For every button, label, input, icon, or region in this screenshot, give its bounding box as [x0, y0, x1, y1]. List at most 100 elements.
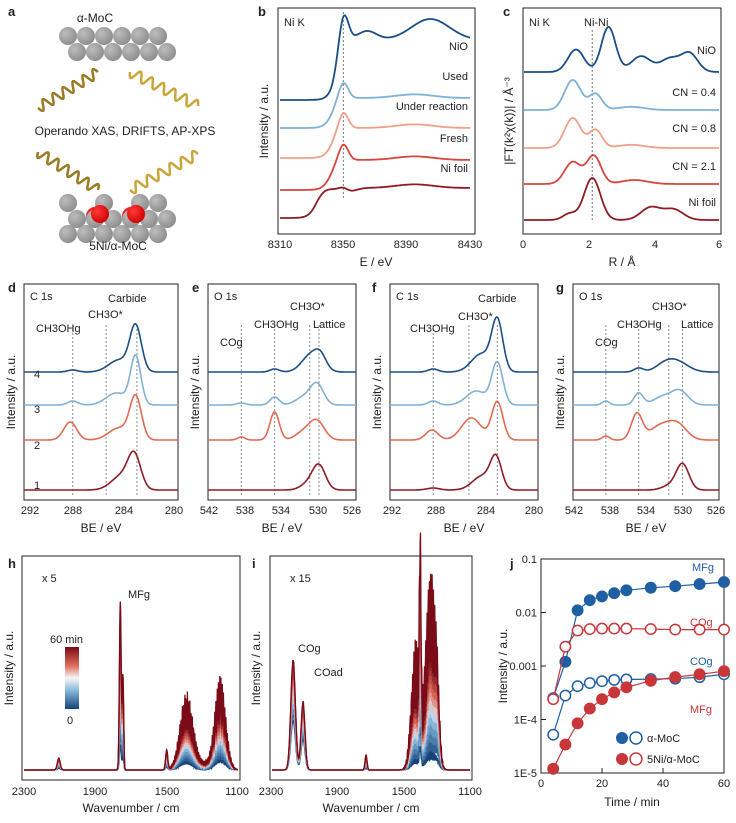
data-point — [596, 675, 608, 688]
x-tick: 1500 — [392, 786, 416, 798]
series-labels: NiO Used Under reaction Fresh Ni foil — [396, 41, 469, 175]
x-tick: 1100 — [458, 786, 482, 798]
data-point — [596, 622, 608, 635]
legend-marker-filled — [616, 732, 628, 744]
spectrum-line — [24, 666, 239, 771]
x-tick: 534 — [637, 505, 655, 517]
y-tick-label: 1E-5 — [514, 768, 537, 780]
series-label: MFg — [690, 704, 712, 716]
x-axis-label: BE / eV — [262, 521, 303, 535]
x-tick: 292 — [383, 505, 401, 517]
data-point — [669, 623, 682, 636]
spectrum-line — [24, 353, 178, 406]
x-tick: 526 — [343, 505, 361, 517]
legend-label: α-MoC — [647, 733, 680, 745]
ir-spectra — [272, 532, 470, 771]
x-ticks: 0 20 40 60 — [538, 768, 730, 790]
y-axis-label: Intensity / a.u. — [2, 631, 16, 706]
spectrum-line — [208, 381, 356, 406]
data-point — [571, 604, 584, 617]
x-tick: 8430 — [458, 239, 482, 251]
spectra — [280, 12, 471, 219]
kinetic-series — [547, 576, 730, 775]
data-point — [608, 587, 621, 600]
spectrum-line — [573, 388, 719, 406]
panel-i: i x 15 COg COad 2300 1900 1500 1100 Wave… — [249, 532, 482, 815]
core-level-label: C 1s — [30, 291, 53, 303]
spectrum-line — [24, 653, 238, 771]
x-axis-label: BE / eV — [626, 521, 667, 535]
data-point — [693, 623, 706, 636]
plot-frame — [389, 283, 539, 501]
wave-out-bottom — [129, 149, 199, 195]
x-tick: 1500 — [155, 786, 179, 798]
spectrum-line — [208, 411, 356, 441]
colorbar-top-label: 60 min — [50, 634, 83, 646]
x-ticks: 292 288 284 280 — [21, 505, 183, 517]
peak-label: CH3O* — [88, 309, 124, 321]
spectra — [524, 25, 719, 221]
peak-label: COg — [595, 337, 618, 349]
x-tick: 542 — [565, 505, 583, 517]
plot-frame — [207, 283, 357, 501]
atom — [95, 225, 113, 243]
data-point — [559, 689, 572, 702]
x-tick-label: 60 — [718, 778, 730, 790]
panel-letter: c — [503, 4, 510, 19]
trace-label: 2 — [34, 440, 40, 452]
x-axis-label: Wavenumber / cm — [323, 801, 420, 815]
spectra — [573, 325, 719, 496]
x-ticks: 2300 1900 1500 1100 — [259, 786, 482, 798]
x-tick-label: 0 — [538, 778, 544, 790]
x-tick: 6 — [716, 239, 722, 251]
y-tick-label: 0.001 — [509, 661, 537, 673]
y-axis-label: |FT(k²χ(k))| / Å⁻³ — [501, 77, 516, 165]
data-point — [608, 686, 621, 699]
scale-label: x 5 — [42, 573, 57, 585]
spectrum-line — [272, 532, 470, 771]
x-axis-label: BE / eV — [81, 521, 122, 535]
atom — [113, 225, 131, 243]
spectrum-line — [24, 679, 238, 771]
peak-labels: COg CH3OHg CH3O* Lattice — [595, 301, 713, 349]
time-colorbar — [65, 647, 79, 709]
ni-atom — [127, 205, 145, 223]
x-tick: 1100 — [225, 786, 249, 798]
data-point — [547, 693, 560, 706]
panel-f: f C 1s CH3OHg CH3O* Carbide 292 288 284 … — [370, 280, 543, 535]
spectrum-line — [573, 462, 719, 491]
series-label: CN = 2.1 — [672, 161, 716, 173]
atom — [149, 225, 167, 243]
x-ticks: 542 538 534 530 526 — [200, 505, 361, 517]
data-point — [669, 580, 682, 593]
panel-letter: f — [372, 280, 377, 295]
data-point — [571, 717, 584, 730]
x-tick: 1900 — [83, 786, 107, 798]
spectrum-line — [24, 450, 178, 491]
peak-labels: COg CH3OHg CH3O* Lattice — [220, 301, 345, 349]
data-point — [559, 640, 572, 653]
spectra — [24, 323, 178, 496]
x-ticks: 542 538 534 530 526 — [565, 505, 725, 517]
legend-label: 5Ni/α-MoC — [647, 754, 700, 766]
data-point — [620, 584, 633, 597]
y-axis-label: Intensity / a.u. — [257, 84, 271, 159]
edge-label: Ni K — [529, 17, 550, 29]
spectrum-line — [524, 117, 719, 149]
x-axis-label: Time / min — [604, 795, 660, 809]
plot-frame — [21, 555, 241, 781]
data-point — [693, 668, 706, 681]
series-label: MFg — [692, 562, 714, 574]
series-label: COg — [690, 617, 713, 629]
atom — [86, 43, 104, 61]
plot-frame — [269, 555, 473, 781]
y-tick-label: 0.1 — [522, 554, 537, 566]
spectrum-line — [24, 394, 178, 441]
peak-label: Ni-Ni — [584, 17, 608, 29]
y-axis-label: Intensity / a.u. — [188, 355, 202, 430]
spectrum-line — [573, 411, 719, 441]
atom — [68, 210, 86, 228]
atom — [131, 27, 149, 45]
atom — [122, 43, 140, 61]
alpha-moc-slab — [59, 27, 176, 61]
